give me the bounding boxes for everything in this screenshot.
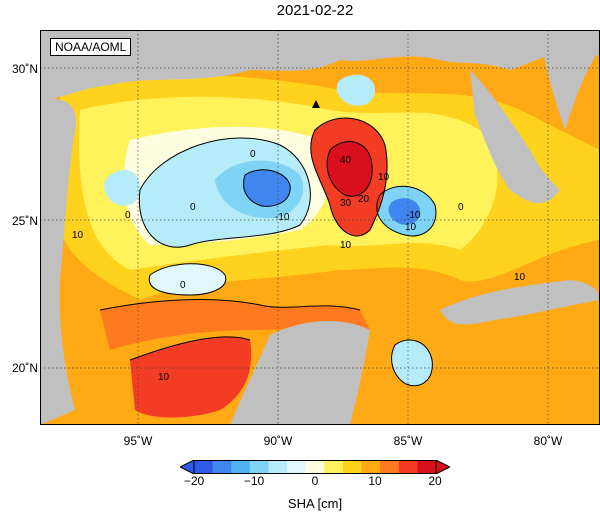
lat-label-30n: 30˚N: [11, 62, 38, 76]
colorbar-min-arrow: [180, 460, 195, 474]
contour-label: 0: [125, 210, 131, 221]
colorbar-frame: [193, 460, 437, 474]
contour-lines: [99, 117, 437, 387]
land-florida: [470, 70, 560, 204]
colorbar-segment: [305, 460, 325, 474]
contour-label: 0: [250, 149, 256, 160]
cold-eddy-central-inner: [243, 169, 291, 207]
colorbar-tick: 0: [311, 474, 319, 488]
contour-label: 10: [378, 172, 390, 183]
colorbar-label: SHA [cm]: [287, 496, 343, 511]
warm-eddy-loop-core: [327, 141, 373, 197]
map-title: 2021-02-22: [276, 2, 354, 19]
warm-south-band: [100, 299, 370, 350]
contour-label: 30: [340, 198, 352, 209]
colorbar-segment: [249, 460, 269, 474]
contour-label: 40: [340, 155, 352, 166]
sha-map: 40 30 20 10 10 10 10 10 0 0 0 0 0 -10 -1…: [40, 30, 600, 425]
colorbar-segment: [231, 460, 251, 474]
colorbar-tick: 20: [428, 474, 442, 488]
land-yucatan: [230, 320, 370, 425]
lon-label-85w: 85˚W: [393, 434, 423, 448]
station-marker-icon: [312, 100, 320, 108]
lat-label-25n: 25˚N: [11, 214, 38, 228]
lat-label-20n: 20˚N: [11, 361, 38, 375]
lon-label-90w: 90˚W: [263, 434, 293, 448]
colorbar-segment: [380, 460, 400, 474]
colorbar-segment: [361, 460, 381, 474]
land-texas-mexico: [40, 98, 76, 425]
colorbar-segment: [268, 460, 288, 474]
contour-label: -10: [275, 212, 290, 223]
land-florida-east: [540, 30, 600, 130]
contour-label: 0: [458, 202, 464, 213]
graticule: [40, 30, 600, 425]
contour-label: 20: [358, 194, 370, 205]
colorbar-tick: −20: [183, 474, 205, 488]
colorbar: [180, 460, 450, 474]
contour-label: 10: [158, 372, 170, 383]
warm-south-shelf: [130, 336, 252, 418]
colorbar-segment: [417, 460, 437, 474]
contour-label: 10: [514, 272, 526, 283]
lon-label-80w: 80˚W: [533, 434, 563, 448]
contour-label: -10: [406, 210, 421, 221]
colorbar-segment: [398, 460, 418, 474]
contour-label: 0: [180, 280, 186, 291]
lon-label-95w: 95˚W: [123, 434, 153, 448]
colorbar-segment: [212, 460, 232, 474]
land-cuba: [440, 280, 600, 325]
cold-eddy-southwest: [149, 263, 226, 295]
cold-eddy-northeast: [336, 74, 375, 106]
contour-label: 10: [405, 222, 417, 233]
contour-label: 0: [190, 202, 196, 213]
colorbar-segment: [194, 460, 214, 474]
cold-eddy-east-core: [388, 198, 421, 225]
colorbar-segment: [287, 460, 307, 474]
colorbar-tick: 10: [368, 474, 382, 488]
colorbar-segment: [324, 460, 344, 474]
colorbar-segment: [342, 460, 363, 474]
cold-eddy-south: [391, 340, 433, 386]
colorbar-tick: −10: [243, 474, 265, 488]
cold-eddy-west: [104, 169, 140, 206]
contour-label: 10: [340, 240, 352, 251]
colorbar-max-arrow: [435, 460, 450, 474]
credit-label: NOAA/AOML: [50, 38, 132, 56]
contour-label: 10: [72, 230, 84, 241]
land-north-coast: [40, 30, 600, 100]
